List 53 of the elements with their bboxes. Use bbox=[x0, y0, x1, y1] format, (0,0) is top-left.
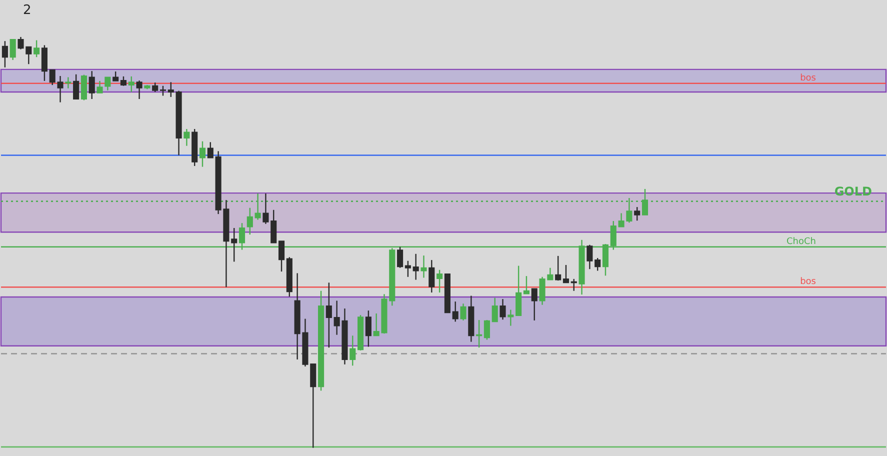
candlestick bbox=[310, 363, 316, 448]
candlestick bbox=[634, 206, 640, 222]
candlestick bbox=[88, 70, 95, 100]
candlestick bbox=[184, 128, 190, 146]
candlestick bbox=[492, 297, 498, 322]
candlestick bbox=[500, 298, 506, 320]
candlestick bbox=[80, 74, 87, 101]
candlestick bbox=[2, 40, 8, 68]
candlestick bbox=[199, 140, 206, 168]
candlestick bbox=[586, 244, 593, 270]
candlestick bbox=[523, 275, 530, 294]
candlestick bbox=[531, 288, 538, 322]
candlestick bbox=[120, 76, 127, 86]
candlestick bbox=[476, 319, 482, 348]
candlestick bbox=[41, 44, 48, 82]
candlestick bbox=[73, 74, 80, 100]
candlestick bbox=[160, 85, 166, 96]
candlestick bbox=[136, 80, 142, 100]
candlestick bbox=[436, 269, 443, 294]
candlestick bbox=[270, 209, 277, 244]
candlestick bbox=[278, 240, 285, 272]
ref-line-label: bos bbox=[800, 277, 816, 288]
text: 2 bbox=[23, 3, 32, 18]
candlestick bbox=[570, 278, 577, 292]
candlestick bbox=[246, 207, 253, 236]
candlestick bbox=[555, 255, 562, 282]
candlestick bbox=[10, 38, 16, 61]
candlestick bbox=[412, 253, 419, 280]
candlestick bbox=[262, 192, 269, 224]
candlestick bbox=[397, 246, 404, 268]
candlestick bbox=[168, 82, 174, 98]
candlestick bbox=[516, 265, 522, 316]
candlestick bbox=[207, 142, 214, 158]
ref-line-label: bos bbox=[800, 73, 816, 84]
candlestick bbox=[65, 76, 72, 89]
candlestick bbox=[420, 254, 427, 278]
candlestick bbox=[152, 82, 158, 93]
candlestick bbox=[452, 300, 458, 322]
candlestick bbox=[484, 319, 490, 340]
candlestick bbox=[428, 259, 435, 294]
candlestick bbox=[112, 70, 119, 82]
candlestick bbox=[326, 282, 332, 348]
candlestick bbox=[365, 310, 372, 348]
candlestick bbox=[34, 40, 40, 58]
candlestick bbox=[350, 335, 356, 366]
candlestick bbox=[594, 257, 601, 272]
candlestick bbox=[231, 227, 238, 262]
candlestick bbox=[508, 309, 514, 326]
candlestick bbox=[128, 76, 134, 93]
ref-line-label: ChoCh bbox=[786, 236, 816, 247]
candlestick bbox=[460, 302, 466, 322]
candlestick bbox=[404, 260, 411, 278]
candlestick bbox=[562, 264, 570, 284]
